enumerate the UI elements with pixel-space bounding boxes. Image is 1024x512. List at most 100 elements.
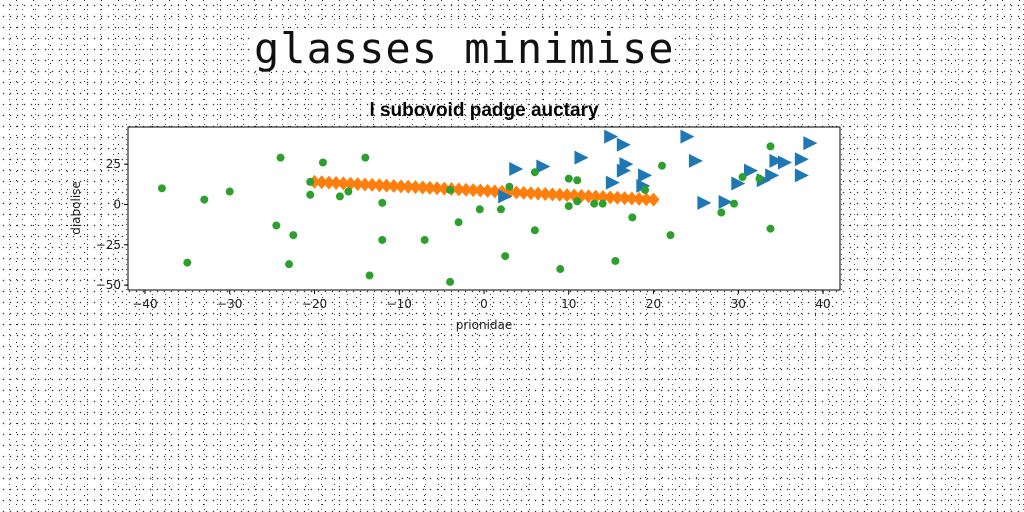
green-point (420, 235, 429, 244)
blue-triangle-point (731, 176, 746, 191)
blue-triangle-point (777, 155, 792, 170)
green-point (738, 173, 747, 182)
orange-diamond-point (517, 185, 530, 200)
orange-diamond-point (452, 182, 465, 197)
plot-area (128, 127, 840, 290)
green-point (501, 252, 510, 261)
orange-diamond-point (611, 190, 624, 205)
green-point (590, 199, 599, 208)
chart-marks (157, 129, 818, 286)
green-point (628, 213, 637, 222)
orange-diamond-point (322, 175, 335, 190)
orange-diamond-point (633, 191, 646, 206)
orange-diamond-point (459, 182, 472, 197)
green-point (611, 256, 620, 265)
green-point (755, 174, 764, 183)
green-point (344, 187, 353, 196)
green-point (658, 161, 666, 170)
green-point (454, 218, 463, 227)
orange-diamond-point (366, 177, 379, 192)
orange-diamond-point (358, 177, 371, 192)
x-tick-label: 20 (646, 297, 661, 311)
x-tick-label: 0 (480, 297, 488, 311)
orange-diamond-point (532, 186, 545, 201)
green-point (285, 260, 294, 269)
orange-diamond-point (416, 180, 429, 195)
green-point (530, 168, 539, 177)
blue-triangle-point (680, 129, 695, 144)
x-tick-label: −40 (132, 297, 157, 311)
orange-diamond-point (546, 187, 559, 202)
orange-diamond-point (560, 188, 573, 203)
green-point (475, 205, 484, 214)
blue-triangle-point (574, 150, 589, 165)
green-point (598, 199, 607, 208)
green-point (641, 185, 650, 194)
green-point (157, 184, 166, 193)
blue-triangle-point (718, 195, 733, 210)
green-point (556, 265, 565, 274)
y-tick-label: −25 (96, 238, 121, 252)
blue-triangle-point (697, 195, 712, 210)
green-point (496, 205, 505, 214)
x-tick-label: 30 (731, 297, 746, 311)
y-tick-label: −50 (96, 278, 121, 292)
green-point (289, 231, 298, 240)
green-point (446, 277, 455, 286)
blue-triangle-point (688, 153, 703, 168)
orange-diamond-point (604, 190, 617, 205)
orange-diamond-point (402, 179, 415, 194)
chart-title: l subovoid padge auctary (369, 100, 599, 121)
orange-diamond-point (474, 183, 487, 198)
blue-triangle-point (769, 153, 784, 168)
orange-diamond-point (387, 179, 400, 194)
green-point (200, 195, 209, 204)
orange-diamond-point (351, 177, 364, 192)
orange-diamond-point (330, 176, 343, 191)
green-point (766, 142, 775, 151)
green-point (361, 153, 370, 162)
orange-diamond-point (409, 180, 422, 195)
blue-triangle-point (498, 189, 513, 204)
green-point (666, 231, 675, 240)
y-axis-label: diabolise (69, 181, 83, 235)
blue-triangle-point (744, 163, 758, 178)
green-point (335, 192, 344, 201)
orange-diamond-point (625, 191, 638, 206)
blue-triangle-point (616, 137, 631, 152)
orange-diamond-point (488, 184, 501, 199)
blue-triangle-point (794, 152, 809, 167)
blue-triangle-point (636, 178, 651, 193)
x-axis: −40 −30 −20 −10 0 10 20 30 40 (132, 290, 831, 311)
orange-diamond-point (524, 186, 537, 201)
blue-triangle-point (605, 175, 620, 190)
orange-diamond-point (395, 179, 408, 194)
x-tick-label: −20 (302, 297, 327, 311)
blue-triangle-point (794, 168, 809, 183)
y-tick-label: 25 (106, 157, 121, 171)
blue-triangle-point (509, 161, 524, 176)
orange-diamond-point (539, 186, 552, 201)
green-point (378, 235, 387, 244)
green-point (766, 224, 775, 233)
orange-diamond-point (481, 183, 494, 198)
green-point (564, 174, 573, 183)
green-point (505, 182, 514, 191)
green-point (183, 258, 192, 267)
orange-diamond-point (640, 192, 653, 207)
orange-diamond-point (553, 187, 566, 202)
blue-triangle-point (765, 168, 780, 183)
green-point (276, 153, 285, 162)
orange-diamond-point (337, 176, 350, 191)
y-tick-label: 0 (113, 197, 121, 211)
orange-diamond-point (380, 178, 393, 193)
blue-triangle-point (536, 159, 551, 174)
green-point (717, 208, 726, 217)
blue-triangle-point (616, 163, 631, 178)
orange-diamond-point (423, 180, 436, 195)
blue-triangle-point (604, 129, 619, 144)
x-tick-label: 10 (561, 297, 576, 311)
green-point (564, 202, 573, 211)
green-point (272, 221, 281, 230)
